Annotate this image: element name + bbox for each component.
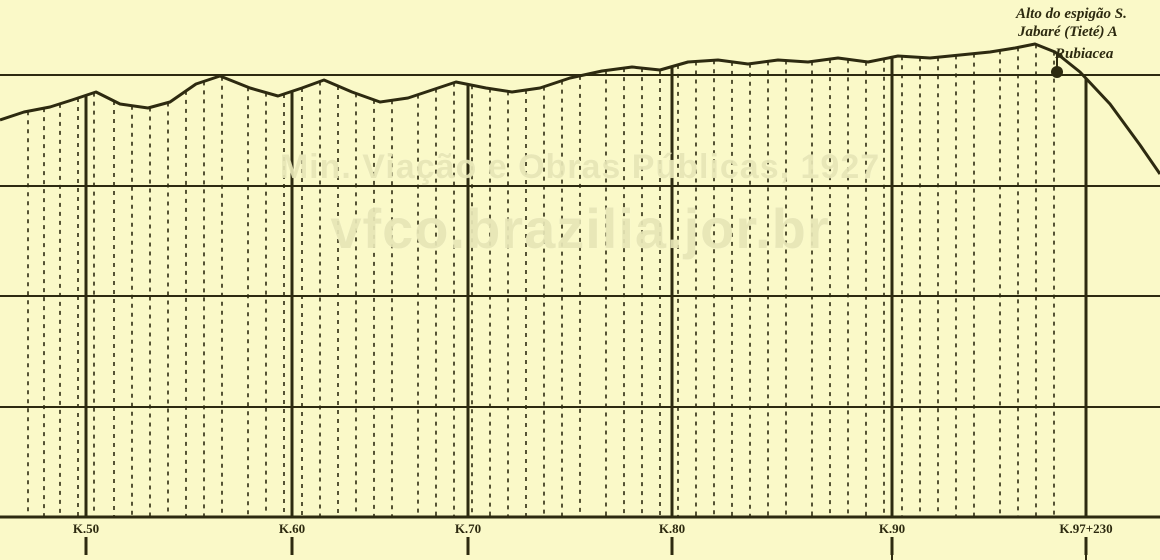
x-axis-label: K.90 [879, 521, 905, 536]
x-axis-label: K.97+230 [1059, 521, 1112, 536]
x-axis-label: K.80 [659, 521, 685, 536]
station-marker [1051, 66, 1063, 78]
elevation-profile-chart: K.50 K.60 K.70 K.80 K.90 K.97+230 Alto do espi… [0, 0, 1160, 560]
annotation-label: Alto do espigão S. [1015, 6, 1127, 22]
annotation-label: Jabaré (Tieté) A [1017, 24, 1118, 40]
chart-background [0, 0, 1160, 560]
x-axis-label: K.70 [455, 521, 481, 536]
x-axis-label: K.60 [279, 521, 305, 536]
x-axis-label: K.50 [73, 521, 99, 536]
annotation-label: Rubiacea [1054, 46, 1114, 62]
